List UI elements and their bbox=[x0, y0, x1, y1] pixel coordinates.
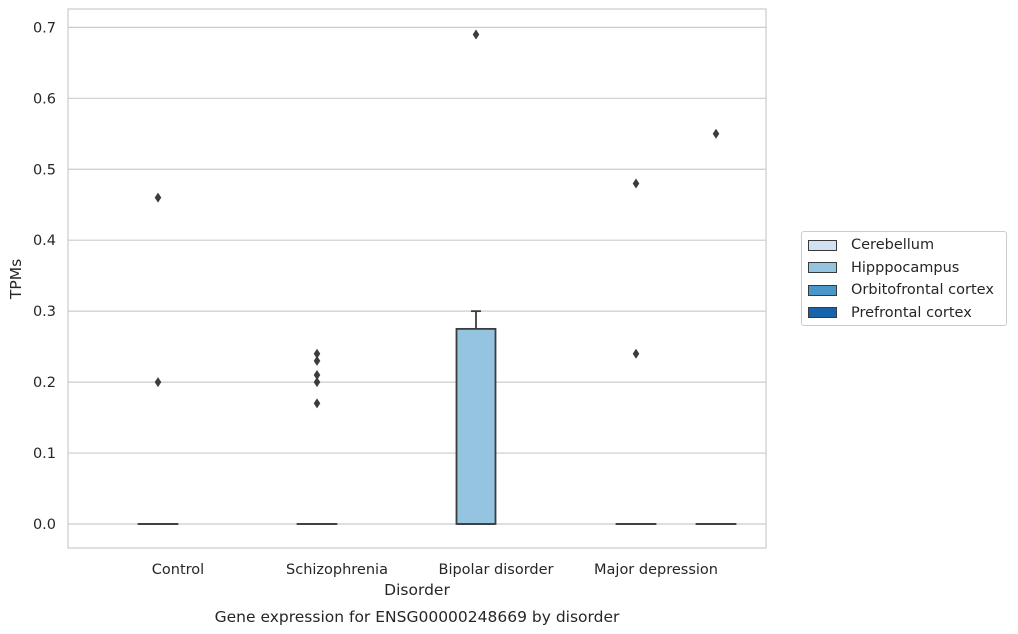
x-tick-label: Schizophrenia bbox=[286, 562, 388, 578]
y-tick-label: 0.5 bbox=[33, 162, 56, 178]
box-hipppocampus-bipolar-disorder bbox=[455, 310, 497, 525]
outlier-point bbox=[313, 355, 321, 366]
y-tick-label: 0.3 bbox=[33, 304, 56, 320]
legend-swatch bbox=[808, 262, 837, 273]
outliers bbox=[154, 29, 720, 409]
outlier-point bbox=[154, 192, 162, 203]
x-axis-label: Disorder bbox=[384, 581, 450, 599]
outlier-point bbox=[313, 348, 321, 359]
y-tick-label: 0.6 bbox=[33, 91, 56, 107]
legend-swatch bbox=[808, 307, 837, 318]
outlier-point bbox=[313, 370, 321, 381]
legend-label: Hipppocampus bbox=[851, 259, 960, 276]
legend: Cerebellum Hipppocampus Orbitofrontal cort… bbox=[801, 231, 1007, 326]
box-body bbox=[455, 327, 497, 525]
y-tick-label: 0.1 bbox=[33, 446, 56, 462]
chart-title: Gene expression for ENSG00000248669 by d… bbox=[215, 608, 620, 626]
y-axis-label: TPMs bbox=[7, 259, 25, 300]
legend-label: Prefrontal cortex bbox=[851, 304, 972, 321]
legend-item: Cerebellum bbox=[808, 236, 934, 254]
legend-item: Prefrontal cortex bbox=[808, 304, 972, 322]
gridlines bbox=[68, 26, 766, 525]
outlier-point bbox=[154, 377, 162, 388]
legend-item: Orbitofrontal cortex bbox=[808, 281, 994, 299]
outlier-point bbox=[632, 348, 640, 359]
x-tick-label: Bipolar disorder bbox=[439, 562, 554, 578]
legend-label: Orbitofrontal cortex bbox=[851, 282, 994, 298]
y-tick-label: 0.7 bbox=[33, 20, 56, 36]
outlier-point bbox=[472, 29, 480, 40]
x-tick-label: Major depression bbox=[594, 562, 718, 578]
legend-swatch bbox=[808, 239, 837, 251]
y-tick-label: 0.0 bbox=[33, 517, 56, 533]
outlier-point bbox=[712, 128, 720, 139]
legend-label: Cerebellum bbox=[851, 237, 935, 253]
x-tick-label: Control bbox=[152, 562, 204, 578]
y-tick-label: 0.2 bbox=[33, 375, 56, 391]
outlier-point bbox=[632, 178, 640, 189]
legend-swatch bbox=[808, 284, 837, 296]
outlier-point bbox=[313, 398, 321, 409]
boxes bbox=[137, 310, 737, 525]
x-axis-ticks: Control Schizophrenia Bipolar disorder Majo… bbox=[152, 562, 718, 578]
y-axis-ticks: 0.0 0.1 0.2 0.3 0.4 0.5 0.6 0.7 bbox=[33, 20, 56, 533]
y-tick-label: 0.4 bbox=[33, 233, 56, 249]
outlier-point bbox=[313, 377, 321, 388]
plot-frame bbox=[67, 8, 767, 549]
legend-item: Hipppocampus bbox=[808, 259, 959, 277]
